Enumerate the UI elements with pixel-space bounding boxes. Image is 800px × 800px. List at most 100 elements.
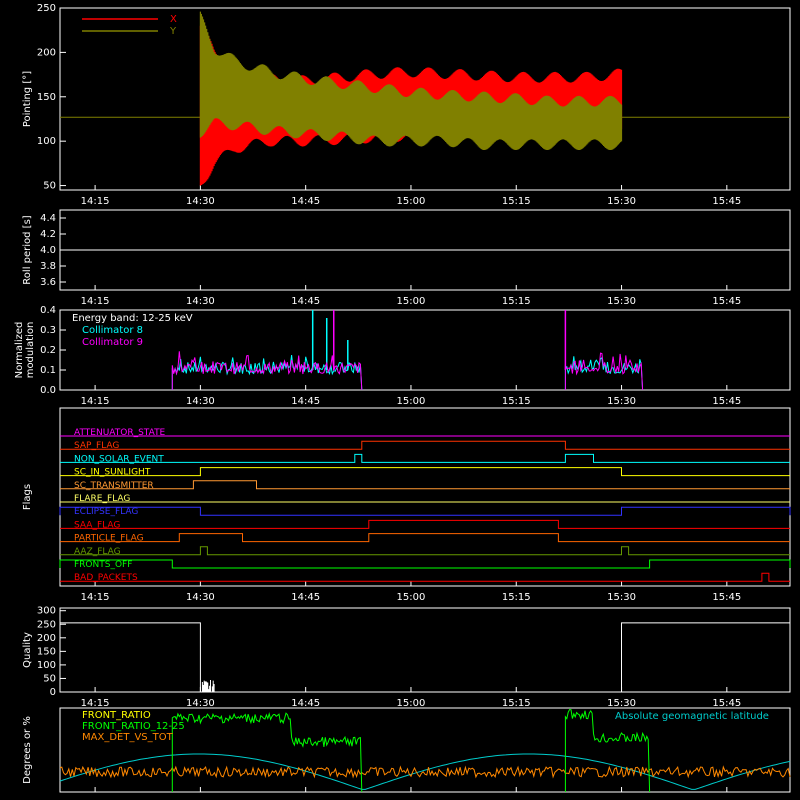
flag-label-fronts-off: FRONTS_OFF — [74, 560, 132, 570]
flag-label-eclipse-flag: ECLIPSE_FLAG — [74, 507, 138, 517]
modulation-ytick-label: 0.3 — [40, 325, 56, 336]
flag-line-bad-packets — [60, 572, 790, 582]
quality-xtick-label: 15:45 — [712, 698, 741, 709]
flag-line-sc-in-sunlight — [60, 467, 790, 477]
geo-series-front-ratio-12-25 — [564, 708, 651, 793]
flag-label-particle-flag: PARTICLE_FLAG — [74, 534, 144, 544]
roll-xtick-label: 15:15 — [502, 296, 531, 307]
pointing-xtick-label: 15:30 — [607, 196, 636, 207]
quality-ytick-label: 0 — [50, 687, 56, 698]
pointing-frame — [59, 7, 791, 191]
quality-xtick-label: 15:30 — [607, 698, 636, 709]
roll-xtick-label: 15:00 — [397, 296, 426, 307]
pointing-xtick-label: 14:15 — [81, 196, 110, 207]
pointing-series-y — [199, 11, 623, 150]
modulation-xtick-label: 15:45 — [712, 396, 741, 407]
roll-ytick-label: 3.6 — [40, 277, 56, 288]
flags-ylabel: Flags — [22, 484, 33, 510]
modulation-xtick-label: 15:00 — [397, 396, 426, 407]
flag-line-aaz-flag — [60, 546, 790, 556]
flags-xtick-label: 15:15 — [502, 592, 531, 603]
flags-xtick-label: 15:00 — [397, 592, 426, 603]
quality-xtick-label: 15:00 — [397, 698, 426, 709]
modulation-ytick-label: 0.1 — [40, 365, 56, 376]
flag-label-aaz-flag: AAZ_FLAG — [74, 547, 121, 557]
roll-xtick-label: 15:45 — [712, 296, 741, 307]
flags-xtick-label: 14:45 — [291, 592, 320, 603]
modulation-series-collimator-8 — [171, 355, 363, 391]
roll-ytick-label: 3.8 — [40, 261, 56, 272]
flag-line-sap-flag — [60, 440, 790, 450]
quality-ytick-label: 100 — [37, 660, 56, 671]
modulation-xtick-label: 15:30 — [607, 396, 636, 407]
roll-xtick-label: 14:15 — [81, 296, 110, 307]
quality-ytick-label: 50 — [43, 673, 56, 684]
flag-label-sc-transmitter: SC_TRANSMITTER — [74, 481, 154, 491]
roll-ylabel: Roll period [s] — [22, 215, 33, 284]
flags-xtick-label: 14:15 — [81, 592, 110, 603]
flags-xtick-label: 15:45 — [712, 592, 741, 603]
geo-series-latitude — [59, 753, 791, 790]
roll-ytick-label: 4.4 — [40, 213, 56, 224]
pointing-xtick-label: 14:30 — [186, 196, 215, 207]
quality-ytick-label: 200 — [37, 633, 56, 644]
flag-label-flare-flag: FLARE_FLAG — [74, 494, 130, 504]
flag-line-sc-transmitter — [60, 480, 790, 490]
modulation-annotation: Energy band: 12-25 keV — [72, 313, 193, 324]
modulation-ytick-label: 0.0 — [40, 385, 56, 396]
roll-xtick-label: 14:45 — [291, 296, 320, 307]
modulation-ytick-label: 0.4 — [40, 305, 56, 316]
quality-xtick-label: 14:30 — [186, 698, 215, 709]
geo-legend-max-det-vs-tot: MAX_DET_VS_TOT — [82, 732, 174, 743]
geo-legend-front-ratio-12-25: FRONT_RATIO_12-25 — [82, 721, 185, 732]
roll-ytick-label: 4.0 — [40, 245, 56, 256]
pointing-xtick-label: 14:45 — [291, 196, 320, 207]
modulation-xtick-label: 15:15 — [502, 396, 531, 407]
modulation-legend-collimator-8: Collimator 8 — [82, 325, 143, 336]
flags-frame — [59, 407, 791, 587]
geo-annotation: Absolute geomagnetic latitude — [615, 711, 769, 722]
pointing-ylabel: Pointing [°] — [22, 71, 33, 127]
geo-ylabel: Degrees or % — [22, 716, 33, 784]
geo-series-front-ratio-12-25 — [171, 712, 363, 793]
modulation-xtick-label: 14:15 — [81, 396, 110, 407]
quality-frame — [59, 607, 791, 693]
pointing-legend-label-x: X — [170, 14, 177, 25]
flags-xtick-label: 14:30 — [186, 592, 215, 603]
geo-legend-front-ratio: FRONT_RATIO — [82, 710, 151, 721]
quality-series-line — [60, 622, 790, 693]
flag-label-sap-flag: SAP_FLAG — [74, 441, 119, 451]
flag-line-particle-flag — [60, 533, 790, 543]
flag-label-saa-flag: SAA_FLAG — [74, 520, 120, 530]
quality-ylabel: Quality — [22, 632, 33, 668]
flags-xtick-label: 15:30 — [607, 592, 636, 603]
roll-xtick-label: 15:30 — [607, 296, 636, 307]
pointing-xtick-label: 15:00 — [397, 196, 426, 207]
flag-line-fronts-off — [59, 559, 791, 569]
flag-label-attenuator-state: ATTENUATOR_STATE — [74, 428, 166, 438]
quality-burst — [201, 679, 215, 692]
pointing-ytick-label: 50 — [43, 181, 56, 192]
modulation-ylabel: Normalized — [14, 322, 25, 379]
pointing-ytick-label: 200 — [37, 47, 56, 58]
geo-frame — [59, 707, 791, 793]
pointing-xtick-label: 15:15 — [502, 196, 531, 207]
modulation-ylabel: modulation — [25, 322, 36, 379]
pointing-xtick-label: 15:45 — [712, 196, 741, 207]
quality-ytick-label: 150 — [37, 646, 56, 657]
flag-label-bad-packets: BAD_PACKETS — [74, 573, 138, 583]
modulation-legend-collimator-9: Collimator 9 — [82, 337, 143, 348]
flag-line-non-solar-event — [60, 453, 790, 463]
pointing-ytick-label: 100 — [37, 136, 56, 147]
quality-xtick-label: 15:15 — [502, 698, 531, 709]
pointing-ytick-label: 250 — [37, 3, 56, 14]
modulation-ytick-label: 0.2 — [40, 345, 56, 356]
quality-ytick-label: 300 — [37, 606, 56, 617]
modulation-series-collimator-9 — [564, 352, 644, 391]
quality-xtick-label: 14:45 — [291, 698, 320, 709]
geo-series-max-det-vs-tot — [59, 765, 791, 779]
quality-ytick-label: 250 — [37, 619, 56, 630]
modulation-series-collimator-9 — [171, 351, 363, 391]
pointing-ytick-label: 150 — [37, 92, 56, 103]
